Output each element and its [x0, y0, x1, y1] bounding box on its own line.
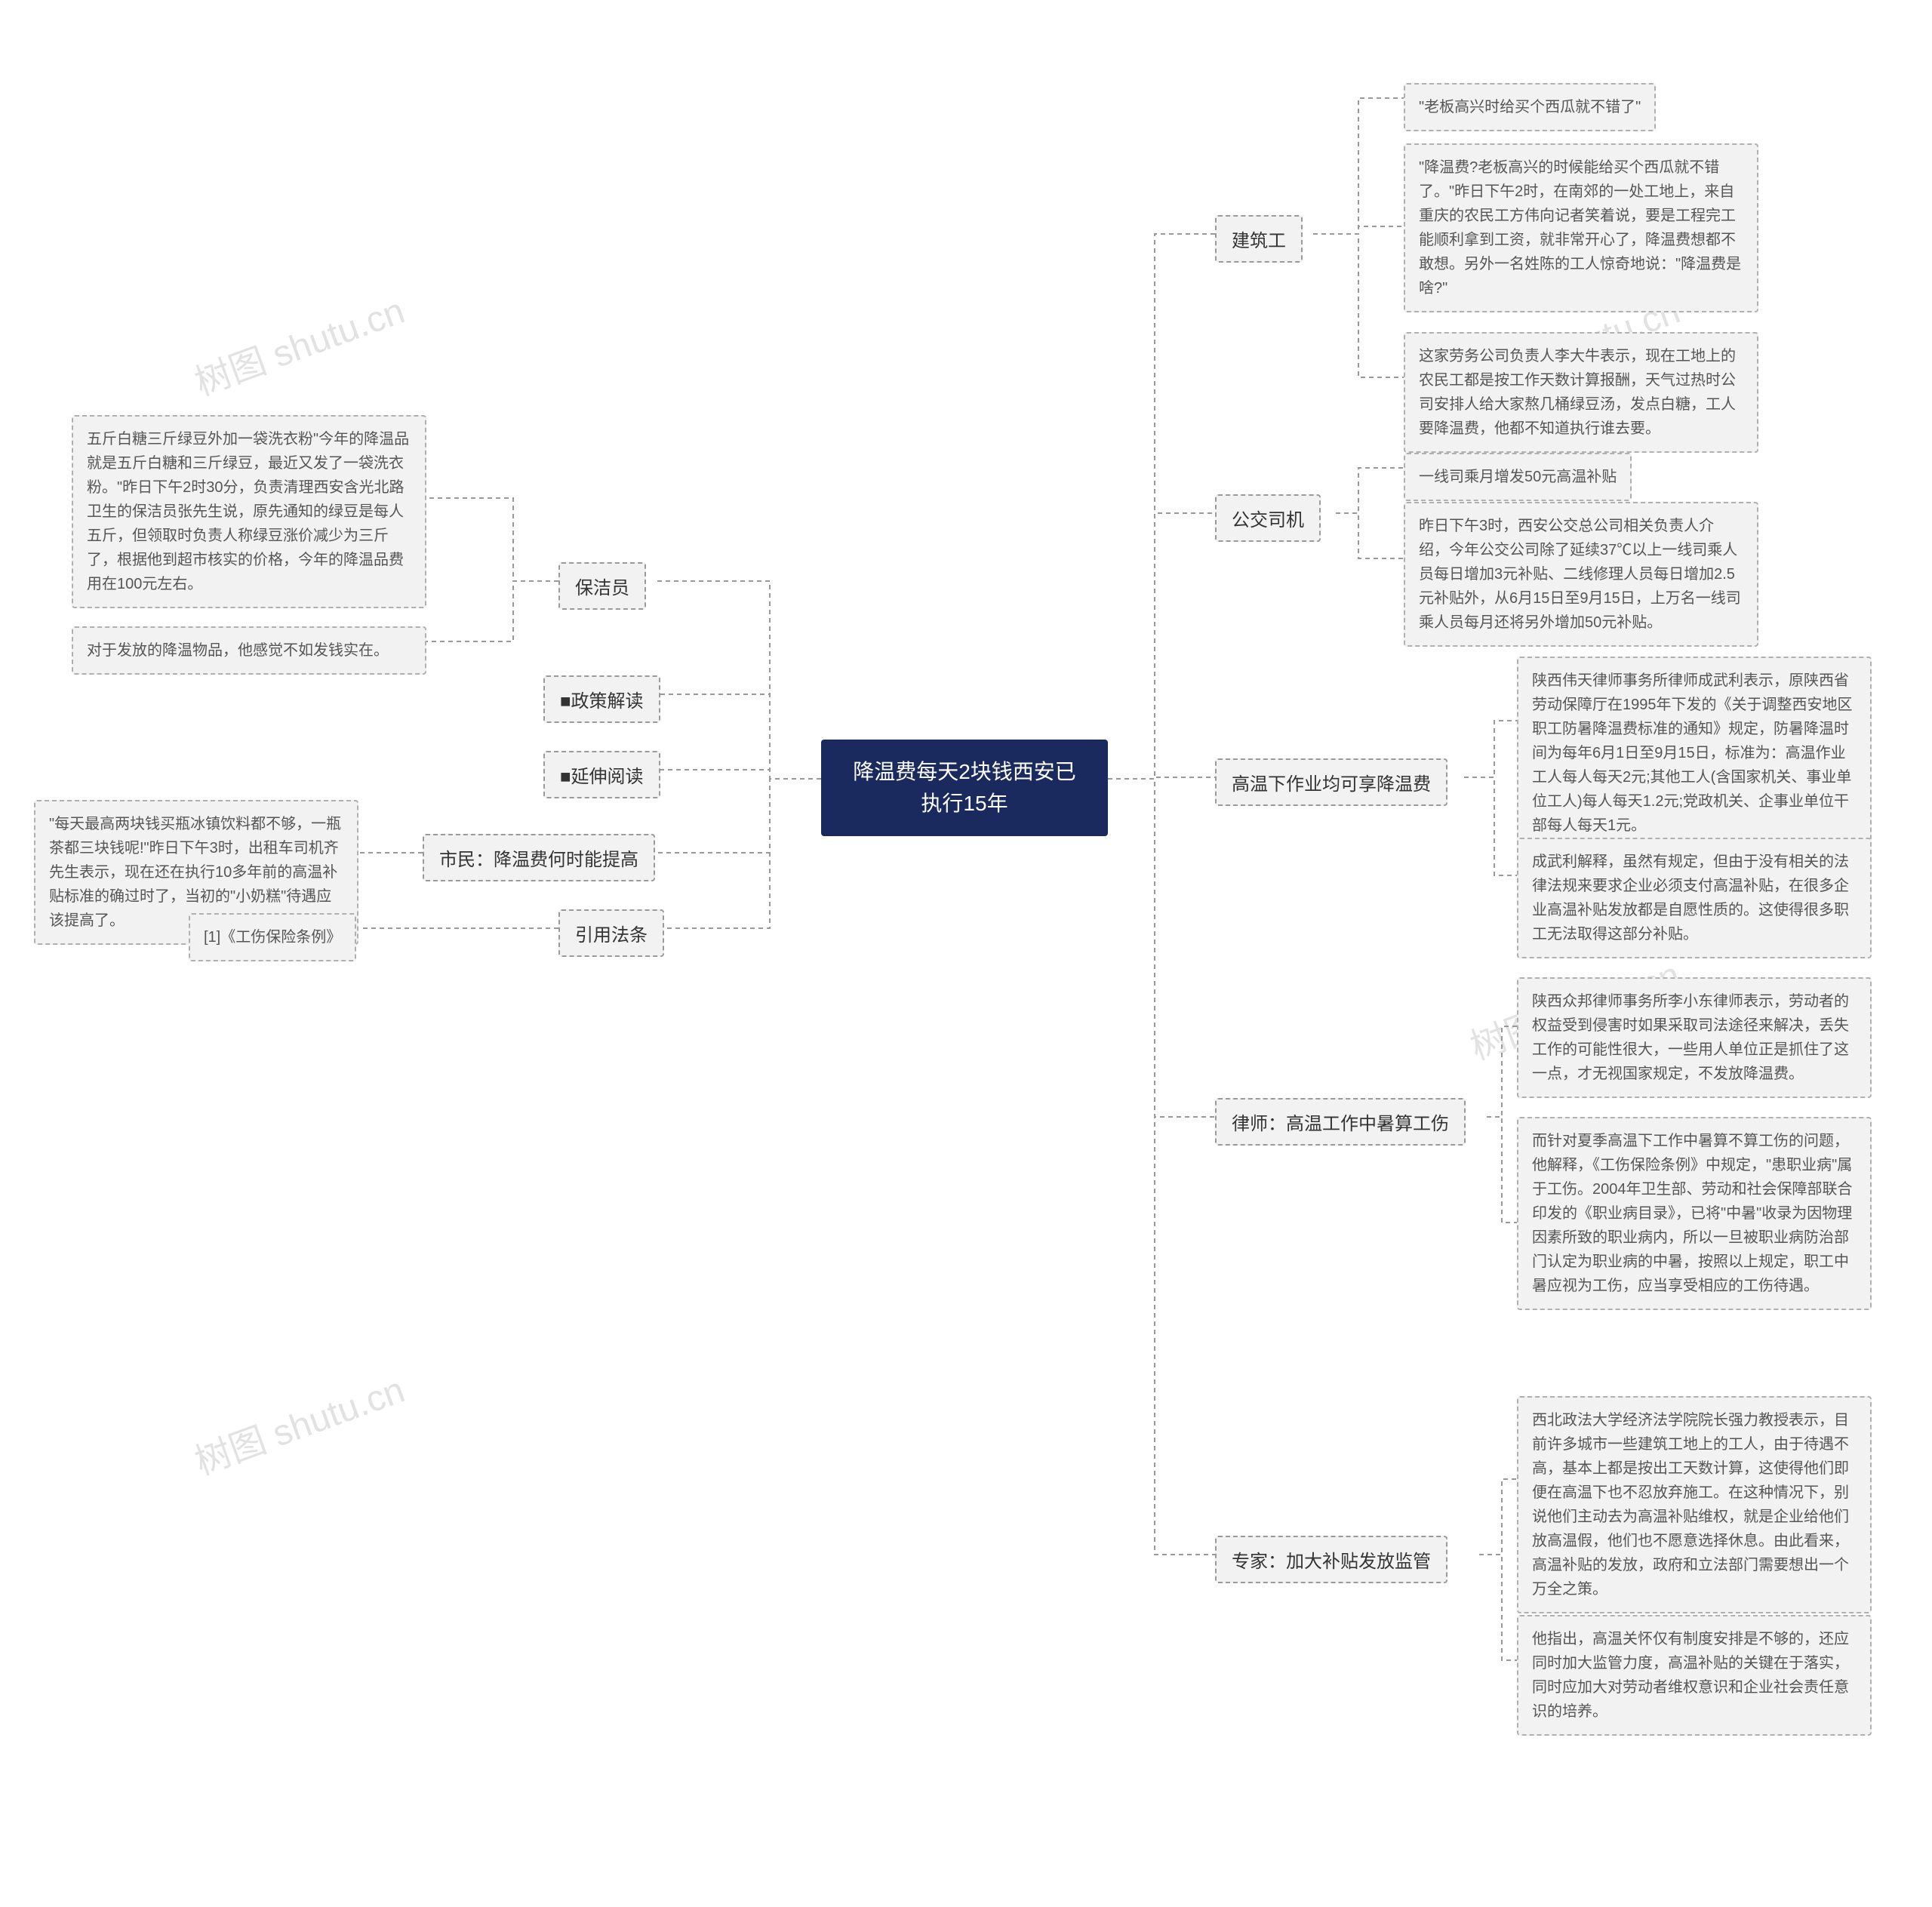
leaf-lawyer-1: 陕西众邦律师事务所李小东律师表示，劳动者的权益受到侵害时如果采取司法途径来解决，… — [1517, 977, 1872, 1098]
watermark: 树图 shutu.cn — [186, 1360, 411, 1484]
leaf-bus-2: 昨日下午3时，西安公交总公司相关负责人介绍，今年公交公司除了延续37℃以上一线司… — [1404, 502, 1758, 647]
branch-cleaner: 保洁员 — [558, 562, 646, 610]
leaf-cite: [1]《工伤保险条例》 — [189, 913, 356, 961]
leaf-bus-1: 一线司乘月增发50元高温补贴 — [1404, 453, 1632, 501]
branch-cite: 引用法条 — [558, 909, 664, 957]
branch-construction: 建筑工 — [1215, 215, 1303, 263]
center-title: 降温费每天2块钱西安已执行15年 — [821, 740, 1108, 836]
leaf-cleaner-1: 五斤白糖三斤绿豆外加一袋洗衣粉"今年的降温品就是五斤白糖和三斤绿豆，最近又发了一… — [72, 415, 426, 608]
branch-citizen: 市民：降温费何时能提高 — [423, 834, 655, 881]
leaf-hightemp-1: 陕西伟天律师事务所律师成武利表示，原陕西省劳动保障厅在1995年下发的《关于调整… — [1517, 657, 1872, 850]
leaf-hightemp-2: 成武利解释，虽然有规定，但由于没有相关的法律法规来要求企业必须支付高温补贴，在很… — [1517, 838, 1872, 958]
watermark: 树图 shutu.cn — [186, 281, 411, 405]
leaf-expert-1: 西北政法大学经济法学院院长强力教授表示，目前许多城市一些建筑工地上的工人，由于待… — [1517, 1396, 1872, 1613]
leaf-lawyer-2: 而针对夏季高温下工作中暑算不算工伤的问题，他解释，《工伤保险条例》中规定，"患职… — [1517, 1117, 1872, 1310]
branch-policy: ■政策解读 — [543, 675, 660, 723]
leaf-cleaner-2: 对于发放的降温物品，他感觉不如发钱实在。 — [72, 626, 426, 675]
branch-further: ■延伸阅读 — [543, 751, 660, 798]
leaf-construction-1: "老板高兴时给买个西瓜就不错了" — [1404, 83, 1656, 131]
branch-bus: 公交司机 — [1215, 494, 1321, 542]
branch-lawyer: 律师：高温工作中暑算工伤 — [1215, 1098, 1466, 1146]
branch-hightemp: 高温下作业均可享降温费 — [1215, 758, 1447, 806]
leaf-construction-3: 这家劳务公司负责人李大牛表示，现在工地上的农民工都是按工作天数计算报酬，天气过热… — [1404, 332, 1758, 453]
branch-expert: 专家：加大补贴发放监管 — [1215, 1536, 1447, 1583]
leaf-construction-2: "降温费?老板高兴的时候能给买个西瓜就不错了。"昨日下午2时，在南郊的一处工地上… — [1404, 143, 1758, 312]
leaf-expert-2: 他指出，高温关怀仅有制度安排是不够的，还应同时加大监管力度，高温补贴的关键在于落… — [1517, 1615, 1872, 1736]
